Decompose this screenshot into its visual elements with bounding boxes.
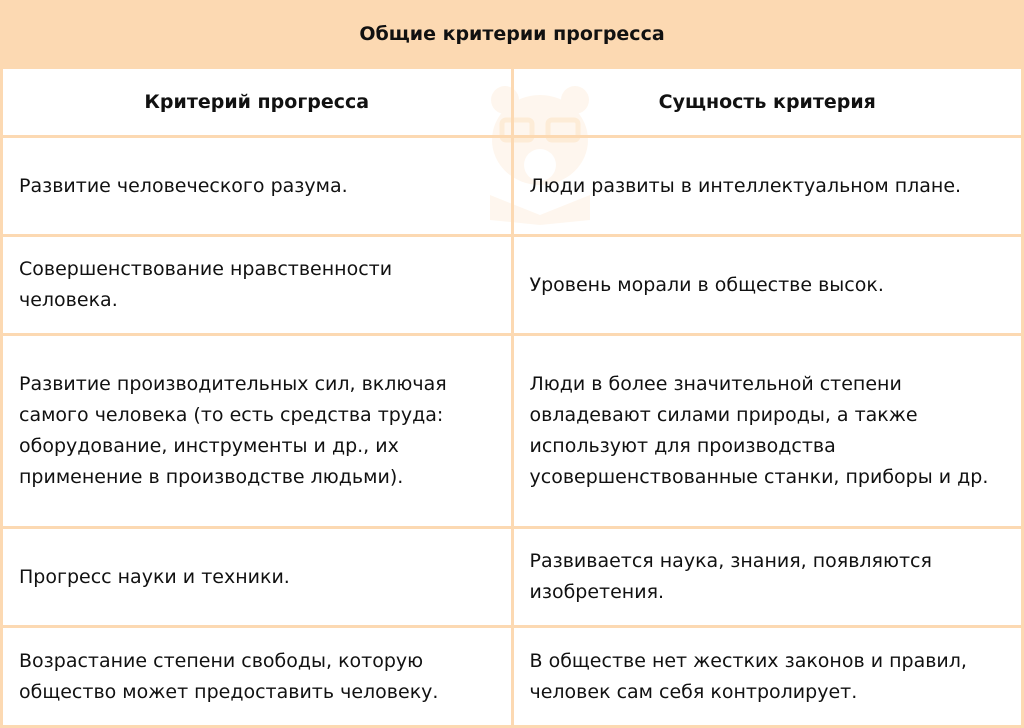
table-row: Совершенствование нравственности человек… (0, 234, 1024, 336)
table-title: Общие критерии прогресса (0, 0, 1024, 69)
essence-cell: В обществе нет жестких законов и правил,… (510, 625, 1024, 728)
table-row: Развитие производительных сил, включая с… (0, 333, 1024, 529)
criterion-cell: Прогресс науки и техники. (0, 526, 514, 628)
criterion-cell: Развитие производительных сил, включая с… (0, 333, 514, 529)
table-row: Возрастание степени свободы, которую общ… (0, 625, 1024, 728)
criterion-cell: Развитие человеческого разума. (0, 135, 514, 237)
column-header-essence: Сущность критерия (510, 66, 1024, 138)
criterion-cell: Совершенствование нравственности человек… (0, 234, 514, 336)
criterion-cell: Возрастание степени свободы, которую общ… (0, 625, 514, 728)
table-row: Прогресс науки и техники. Развивается на… (0, 526, 1024, 628)
essence-cell: Люди в более значительной степени овладе… (510, 333, 1024, 529)
table-row: Развитие человеческого разума. Люди разв… (0, 135, 1024, 237)
essence-cell: Люди развиты в интеллектуальном плане. (510, 135, 1024, 237)
essence-cell: Уровень морали в обществе высок. (510, 234, 1024, 336)
essence-cell: Развивается наука, знания, появляются из… (510, 526, 1024, 628)
column-header-criterion: Критерий прогресса (0, 66, 514, 138)
